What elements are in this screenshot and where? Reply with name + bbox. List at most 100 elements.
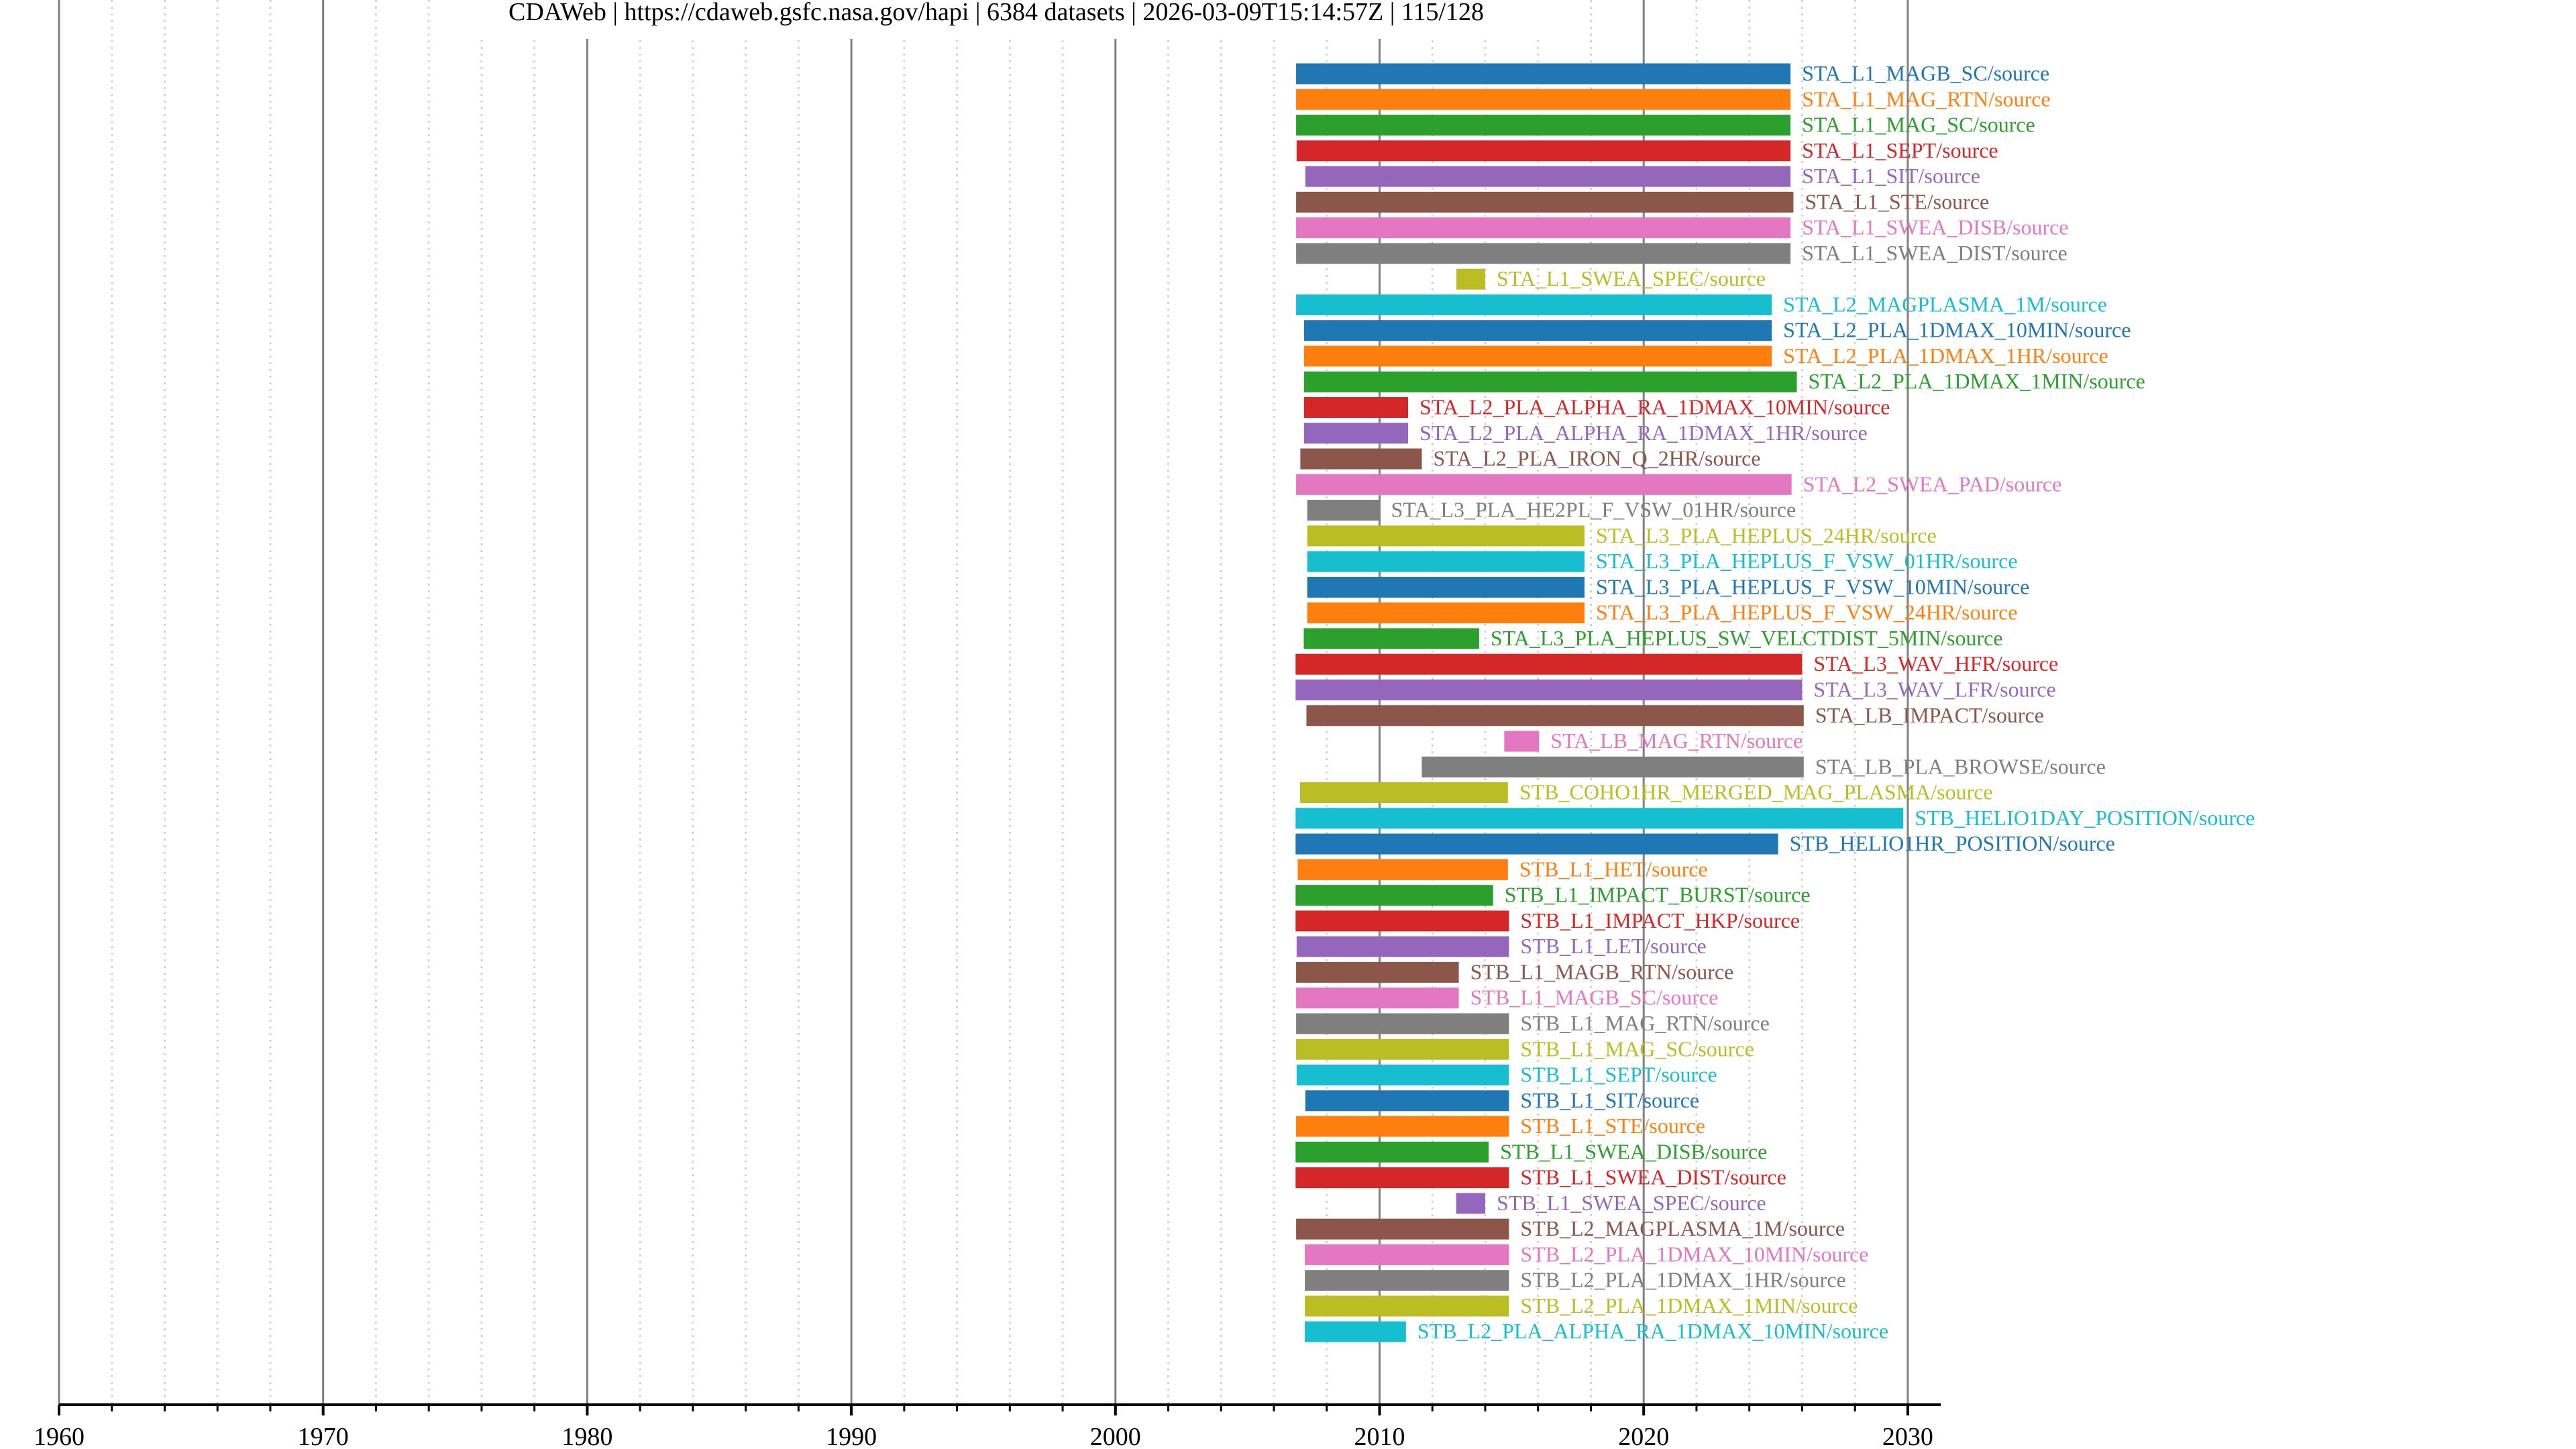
dataset-label[interactable]: STB_COHO1HR_MERGED_MAG_PLASMA/source: [1519, 780, 1993, 804]
dataset-bar[interactable]: [1297, 859, 1508, 880]
dataset-row[interactable]: STB_L1_IMPACT_HKP/source: [1295, 908, 1800, 932]
dataset-row[interactable]: STB_L2_PLA_1DMAX_1MIN/source: [1305, 1293, 1858, 1318]
dataset-row[interactable]: STB_L1_SIT/source: [1305, 1088, 1699, 1112]
dataset-bar[interactable]: [1296, 961, 1459, 983]
dataset-row[interactable]: STB_L1_MAGB_RTN/source: [1296, 959, 1733, 983]
dataset-bar[interactable]: [1296, 89, 1791, 110]
dataset-bar[interactable]: [1300, 448, 1422, 470]
dataset-bar[interactable]: [1456, 268, 1485, 290]
dataset-bar[interactable]: [1296, 987, 1459, 1009]
dataset-row[interactable]: STB_L1_SWEA_SPEC/source: [1456, 1191, 1766, 1215]
dataset-row[interactable]: STB_COHO1HR_MERGED_MAG_PLASMA/source: [1299, 780, 1993, 804]
dataset-bar[interactable]: [1296, 1116, 1509, 1137]
dataset-bar[interactable]: [1296, 936, 1509, 957]
dataset-label[interactable]: STB_L1_SWEA_DISB/source: [1500, 1139, 1767, 1163]
dataset-label[interactable]: STB_L2_PLA_1DMAX_10MIN/source: [1520, 1242, 1868, 1266]
dataset-label[interactable]: STA_L1_SWEA_SPEC/source: [1497, 266, 1766, 290]
dataset-row[interactable]: STA_L3_PLA_HEPLUS_F_VSW_01HR/source: [1307, 549, 2018, 573]
dataset-row[interactable]: STA_L1_MAG_RTN/source: [1296, 87, 2051, 111]
dataset-label[interactable]: STB_L1_IMPACT_BURST/source: [1505, 883, 1811, 907]
dataset-label[interactable]: STA_L3_PLA_HE2PL_F_VSW_01HR/source: [1391, 498, 1796, 522]
dataset-bar[interactable]: [1296, 294, 1772, 315]
dataset-label[interactable]: STB_L2_PLA_ALPHA_RA_1DMAX_10MIN/source: [1417, 1319, 1888, 1343]
dataset-label[interactable]: STA_L2_MAGPLASMA_1M/source: [1783, 292, 2107, 316]
dataset-label[interactable]: STA_L2_PLA_ALPHA_RA_1DMAX_1HR/source: [1419, 421, 1868, 445]
dataset-label[interactable]: STB_HELIO1HR_POSITION/source: [1790, 831, 2115, 855]
dataset-label[interactable]: STA_L3_PLA_HEPLUS_F_VSW_24HR/source: [1596, 600, 2018, 625]
dataset-label[interactable]: STA_LB_MAG_RTN/source: [1550, 729, 1803, 753]
dataset-label[interactable]: STA_L3_PLA_HEPLUS_F_VSW_10MIN/source: [1596, 574, 2029, 598]
dataset-row[interactable]: STA_L1_SWEA_DIST/source: [1296, 241, 2068, 265]
dataset-bar[interactable]: [1305, 1090, 1509, 1112]
dataset-row[interactable]: STA_L3_PLA_HE2PL_F_VSW_01HR/source: [1307, 498, 1796, 522]
dataset-bar[interactable]: [1305, 1321, 1406, 1342]
dataset-label[interactable]: STA_L3_WAV_LFR/source: [1813, 677, 2055, 701]
dataset-label[interactable]: STA_L2_PLA_1DMAX_10MIN/source: [1783, 318, 2131, 342]
dataset-bar[interactable]: [1305, 1295, 1509, 1317]
dataset-bar[interactable]: [1296, 217, 1791, 239]
dataset-label[interactable]: STA_LB_PLA_BROWSE/source: [1815, 754, 2106, 778]
dataset-row[interactable]: STA_L2_PLA_1DMAX_1MIN/source: [1303, 369, 2145, 393]
dataset-bar[interactable]: [1303, 320, 1772, 341]
dataset-row[interactable]: STB_L2_PLA_ALPHA_RA_1DMAX_10MIN/source: [1305, 1319, 1888, 1343]
dataset-label[interactable]: STA_L2_PLA_IRON_Q_2HR/source: [1433, 446, 1760, 470]
dataset-label[interactable]: STB_L1_MAGB_SC/source: [1470, 985, 1719, 1010]
dataset-row[interactable]: STB_L1_HET/source: [1297, 857, 1708, 881]
dataset-row[interactable]: STA_L1_SIT/source: [1305, 164, 1980, 188]
dataset-label[interactable]: STA_L2_SWEA_PAD/source: [1803, 472, 2062, 496]
dataset-label[interactable]: STA_L1_SWEA_DISB/source: [1802, 215, 2068, 239]
dataset-row[interactable]: STB_L1_STE/source: [1296, 1114, 1705, 1138]
dataset-label[interactable]: STA_L1_MAG_SC/source: [1802, 113, 2035, 137]
dataset-bar[interactable]: [1306, 705, 1804, 727]
dataset-bar[interactable]: [1295, 679, 1803, 700]
dataset-bar[interactable]: [1295, 885, 1493, 906]
dataset-bar[interactable]: [1303, 397, 1409, 419]
dataset-bar[interactable]: [1303, 371, 1797, 392]
dataset-row[interactable]: STB_L1_MAGB_SC/source: [1296, 985, 1718, 1010]
dataset-label[interactable]: STB_L1_MAGB_RTN/source: [1470, 959, 1734, 983]
dataset-bar[interactable]: [1303, 628, 1479, 649]
dataset-row[interactable]: STA_L3_PLA_HEPLUS_SW_VELCTDIST_5MIN/sour…: [1303, 626, 2003, 650]
dataset-bar[interactable]: [1299, 782, 1508, 804]
dataset-row[interactable]: STB_L1_SWEA_DIST/source: [1295, 1165, 1786, 1189]
dataset-bar[interactable]: [1296, 115, 1791, 136]
dataset-bar[interactable]: [1295, 833, 1778, 855]
dataset-bar[interactable]: [1307, 576, 1585, 598]
dataset-row[interactable]: STB_L1_LET/source: [1296, 934, 1707, 958]
dataset-label[interactable]: STB_L1_SEPT/source: [1520, 1063, 1717, 1087]
dataset-row[interactable]: STA_L1_MAGB_SC/source: [1296, 61, 2049, 85]
dataset-row[interactable]: STB_L1_SWEA_DISB/source: [1295, 1139, 1767, 1163]
dataset-label[interactable]: STB_L1_MAG_SC/source: [1520, 1036, 1754, 1061]
dataset-bar[interactable]: [1305, 1244, 1509, 1265]
dataset-bar[interactable]: [1305, 166, 1791, 187]
dataset-bar[interactable]: [1421, 756, 1804, 777]
dataset-label[interactable]: STA_L3_PLA_HEPLUS_F_VSW_01HR/source: [1596, 549, 2018, 573]
dataset-bar[interactable]: [1504, 731, 1540, 752]
dataset-bar[interactable]: [1296, 1013, 1509, 1034]
dataset-bar[interactable]: [1307, 602, 1585, 624]
dataset-label[interactable]: STB_HELIO1DAY_POSITION/source: [1915, 806, 2255, 830]
dataset-bar[interactable]: [1296, 1065, 1509, 1086]
dataset-label[interactable]: STA_L2_PLA_ALPHA_RA_1DMAX_10MIN/source: [1419, 395, 1890, 419]
dataset-label[interactable]: STB_L1_SWEA_SPEC/source: [1497, 1191, 1766, 1215]
dataset-row[interactable]: STA_L3_PLA_HEPLUS_F_VSW_10MIN/source: [1307, 574, 2030, 598]
dataset-row[interactable]: STA_L2_PLA_IRON_Q_2HR/source: [1300, 446, 1761, 470]
dataset-label[interactable]: STB_L2_PLA_1DMAX_1HR/source: [1520, 1268, 1845, 1292]
dataset-label[interactable]: STA_L1_MAGB_SC/source: [1802, 61, 2049, 85]
dataset-bar[interactable]: [1296, 191, 1794, 213]
dataset-bar[interactable]: [1303, 423, 1409, 444]
dataset-bar[interactable]: [1295, 910, 1509, 932]
dataset-label[interactable]: STA_L1_SEPT/source: [1802, 138, 1998, 162]
dataset-row[interactable]: STA_L3_PLA_HEPLUS_F_VSW_24HR/source: [1307, 600, 2018, 625]
dataset-bar[interactable]: [1296, 474, 1792, 495]
dataset-row[interactable]: STA_L1_MAG_SC/source: [1296, 113, 2035, 137]
dataset-row[interactable]: STA_LB_IMPACT/source: [1306, 703, 2044, 727]
dataset-bar[interactable]: [1296, 1038, 1509, 1060]
dataset-label[interactable]: STA_L2_PLA_1DMAX_1MIN/source: [1809, 369, 2145, 393]
dataset-row[interactable]: STA_L1_SWEA_DISB/source: [1296, 215, 2069, 239]
dataset-row[interactable]: STB_L1_MAG_SC/source: [1296, 1036, 1754, 1061]
dataset-bar[interactable]: [1295, 808, 1904, 829]
dataset-row[interactable]: STA_L2_PLA_1DMAX_1HR/source: [1303, 343, 2108, 368]
dataset-row[interactable]: STB_L1_IMPACT_BURST/source: [1295, 883, 1811, 907]
dataset-row[interactable]: STA_L3_PLA_HEPLUS_24HR/source: [1307, 523, 1937, 547]
